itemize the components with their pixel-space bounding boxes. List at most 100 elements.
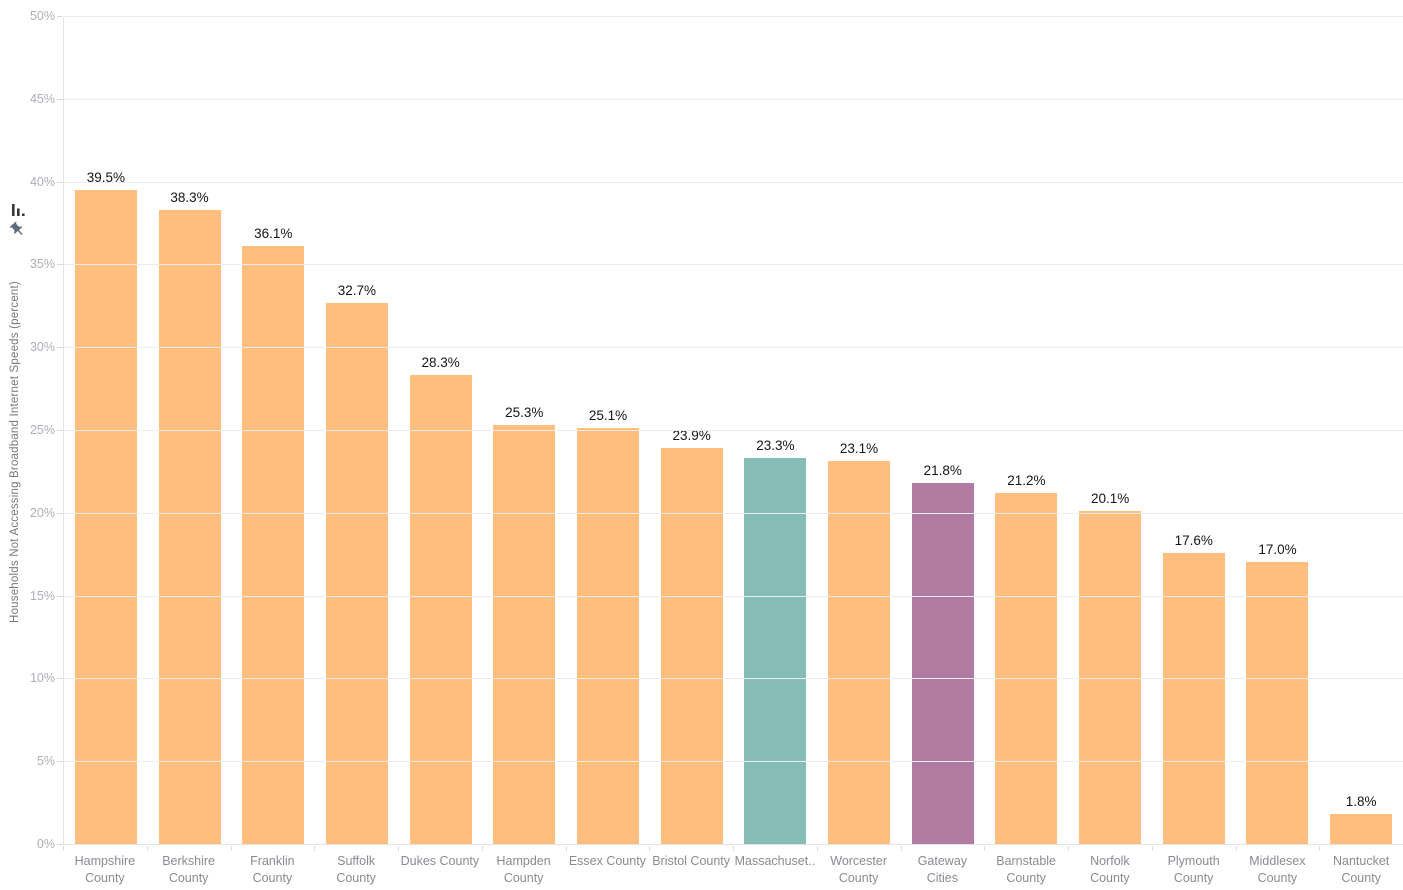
- bar[interactable]: [493, 425, 556, 844]
- bar-slot: 36.1%: [231, 17, 315, 844]
- bar-slot: 21.2%: [985, 17, 1069, 844]
- bar-value-label: 32.7%: [337, 282, 377, 298]
- y-tick-label: 0%: [36, 837, 55, 851]
- x-category-label-line: County: [336, 871, 376, 885]
- y-tick-mark: [57, 98, 63, 100]
- x-category-label-line: Berkshire: [162, 854, 216, 868]
- category-tick: [146, 846, 148, 851]
- x-category-label-line: Plymouth: [1167, 854, 1220, 868]
- x-category-label: Franklin County: [231, 845, 315, 890]
- y-tick-mark: [57, 181, 63, 183]
- x-category-label: Hampshire County: [63, 845, 147, 890]
- y-tick-label: 25%: [29, 423, 55, 437]
- bar[interactable]: [660, 448, 723, 844]
- x-category-label-line: Essex County: [568, 854, 646, 868]
- bar[interactable]: [242, 246, 305, 844]
- bar-slot: 21.8%: [901, 17, 985, 844]
- gridline: [64, 512, 1403, 514]
- y-tick-label: 30%: [29, 340, 55, 355]
- bar-slot: 38.3%: [148, 17, 232, 844]
- bar-slot: 32.7%: [315, 17, 399, 844]
- y-tick-mark: [57, 16, 63, 17]
- category-tick: [481, 846, 483, 851]
- pin-icon[interactable]: [5, 217, 29, 241]
- x-category-label-line: County: [1006, 871, 1046, 885]
- gridline: [64, 264, 1403, 266]
- category-tick: [1319, 846, 1321, 851]
- x-category-label-line: County: [503, 871, 544, 885]
- category-tick: [984, 846, 986, 851]
- category-tick: [314, 846, 316, 851]
- y-tick-label: 10%: [29, 671, 55, 686]
- bar-value-label: 23.1%: [839, 441, 879, 457]
- x-category-label: Norfolk County: [1068, 845, 1152, 890]
- bar-slot: 28.3%: [399, 17, 483, 844]
- bar-slot: 25.3%: [482, 17, 566, 844]
- x-category-label: Suffolk County: [314, 845, 398, 890]
- y-tick-mark: [57, 844, 63, 845]
- bar-value-label: 23.9%: [672, 428, 711, 444]
- x-category-label-line: County: [1341, 871, 1381, 885]
- bar-value-label: 1.8%: [1345, 794, 1377, 810]
- bar[interactable]: [158, 209, 221, 844]
- mini-bar-chart-icon[interactable]: [12, 204, 26, 217]
- gridline: [64, 761, 1403, 763]
- bar[interactable]: [74, 189, 137, 844]
- category-tick: [1068, 846, 1069, 851]
- bar[interactable]: [325, 302, 388, 844]
- y-axis-title: Households Not Accessing Broadband Inter…: [9, 281, 21, 623]
- x-category-label-line: County: [838, 871, 879, 885]
- gridline: [64, 181, 1403, 183]
- plot-area: 39.5% 38.3% 36.1% 32.7% 28.3% 25.3% 25.1% 23.9%…: [63, 16, 1403, 845]
- bar-value-label: 17.0%: [1258, 542, 1297, 558]
- bar-slot: 20.1%: [1068, 17, 1152, 844]
- y-tick-mark: [57, 595, 63, 597]
- x-category-label: Bristol County: [649, 845, 733, 890]
- category-tick: [1151, 846, 1153, 851]
- bar-slot: 23.1%: [817, 17, 901, 844]
- x-category-label: Berkshire County: [147, 845, 231, 890]
- x-category-label-line: County: [85, 871, 125, 885]
- x-category-label-line: Bristol County: [652, 854, 731, 868]
- x-category-label: Nantucket County: [1319, 845, 1403, 890]
- bar-slot: 23.9%: [650, 17, 734, 844]
- y-tick-label: 50%: [29, 9, 55, 23]
- bar-value-label: 25.1%: [588, 408, 628, 424]
- bar-value-label: 23.3%: [756, 438, 795, 454]
- x-category-label-line: Nantucket: [1332, 854, 1390, 868]
- x-category-label: Middlesex County: [1236, 845, 1320, 890]
- x-category-label-line: Suffolk: [337, 854, 376, 868]
- bar-slot: 17.6%: [1152, 17, 1236, 844]
- bar-value-label: 21.2%: [1007, 472, 1046, 488]
- y-tick-label: 40%: [29, 174, 55, 189]
- x-category-label-line: Gateway: [917, 854, 968, 868]
- x-category-label: Dukes County: [398, 845, 482, 890]
- x-category-label-line: Cities: [926, 871, 958, 885]
- x-category-label: Worcester County: [817, 845, 901, 890]
- bar-value-label: 25.3%: [505, 405, 544, 421]
- x-category-label: Gateway Cities: [901, 845, 985, 890]
- y-tick-mark: [57, 761, 63, 763]
- bar[interactable]: [1162, 552, 1225, 844]
- gridline: [64, 430, 1403, 431]
- bar[interactable]: [576, 428, 639, 844]
- y-tick-label: 35%: [29, 257, 55, 272]
- category-tick: [63, 846, 64, 851]
- y-tick-label: 20%: [29, 505, 55, 520]
- bar[interactable]: [744, 458, 807, 844]
- gridline: [64, 98, 1403, 100]
- y-tick-mark: [57, 678, 63, 680]
- axis-controls: [9, 204, 31, 238]
- bar[interactable]: [911, 483, 974, 844]
- bar[interactable]: [995, 492, 1058, 844]
- bar[interactable]: [1246, 562, 1309, 844]
- y-tick-mark: [57, 347, 63, 349]
- gridline: [64, 16, 1403, 17]
- bar[interactable]: [828, 461, 891, 844]
- bar[interactable]: [1330, 814, 1393, 844]
- x-category-label: Plymouth County: [1152, 845, 1236, 890]
- bar[interactable]: [409, 375, 472, 844]
- bar[interactable]: [1079, 511, 1142, 844]
- category-tick: [733, 846, 734, 851]
